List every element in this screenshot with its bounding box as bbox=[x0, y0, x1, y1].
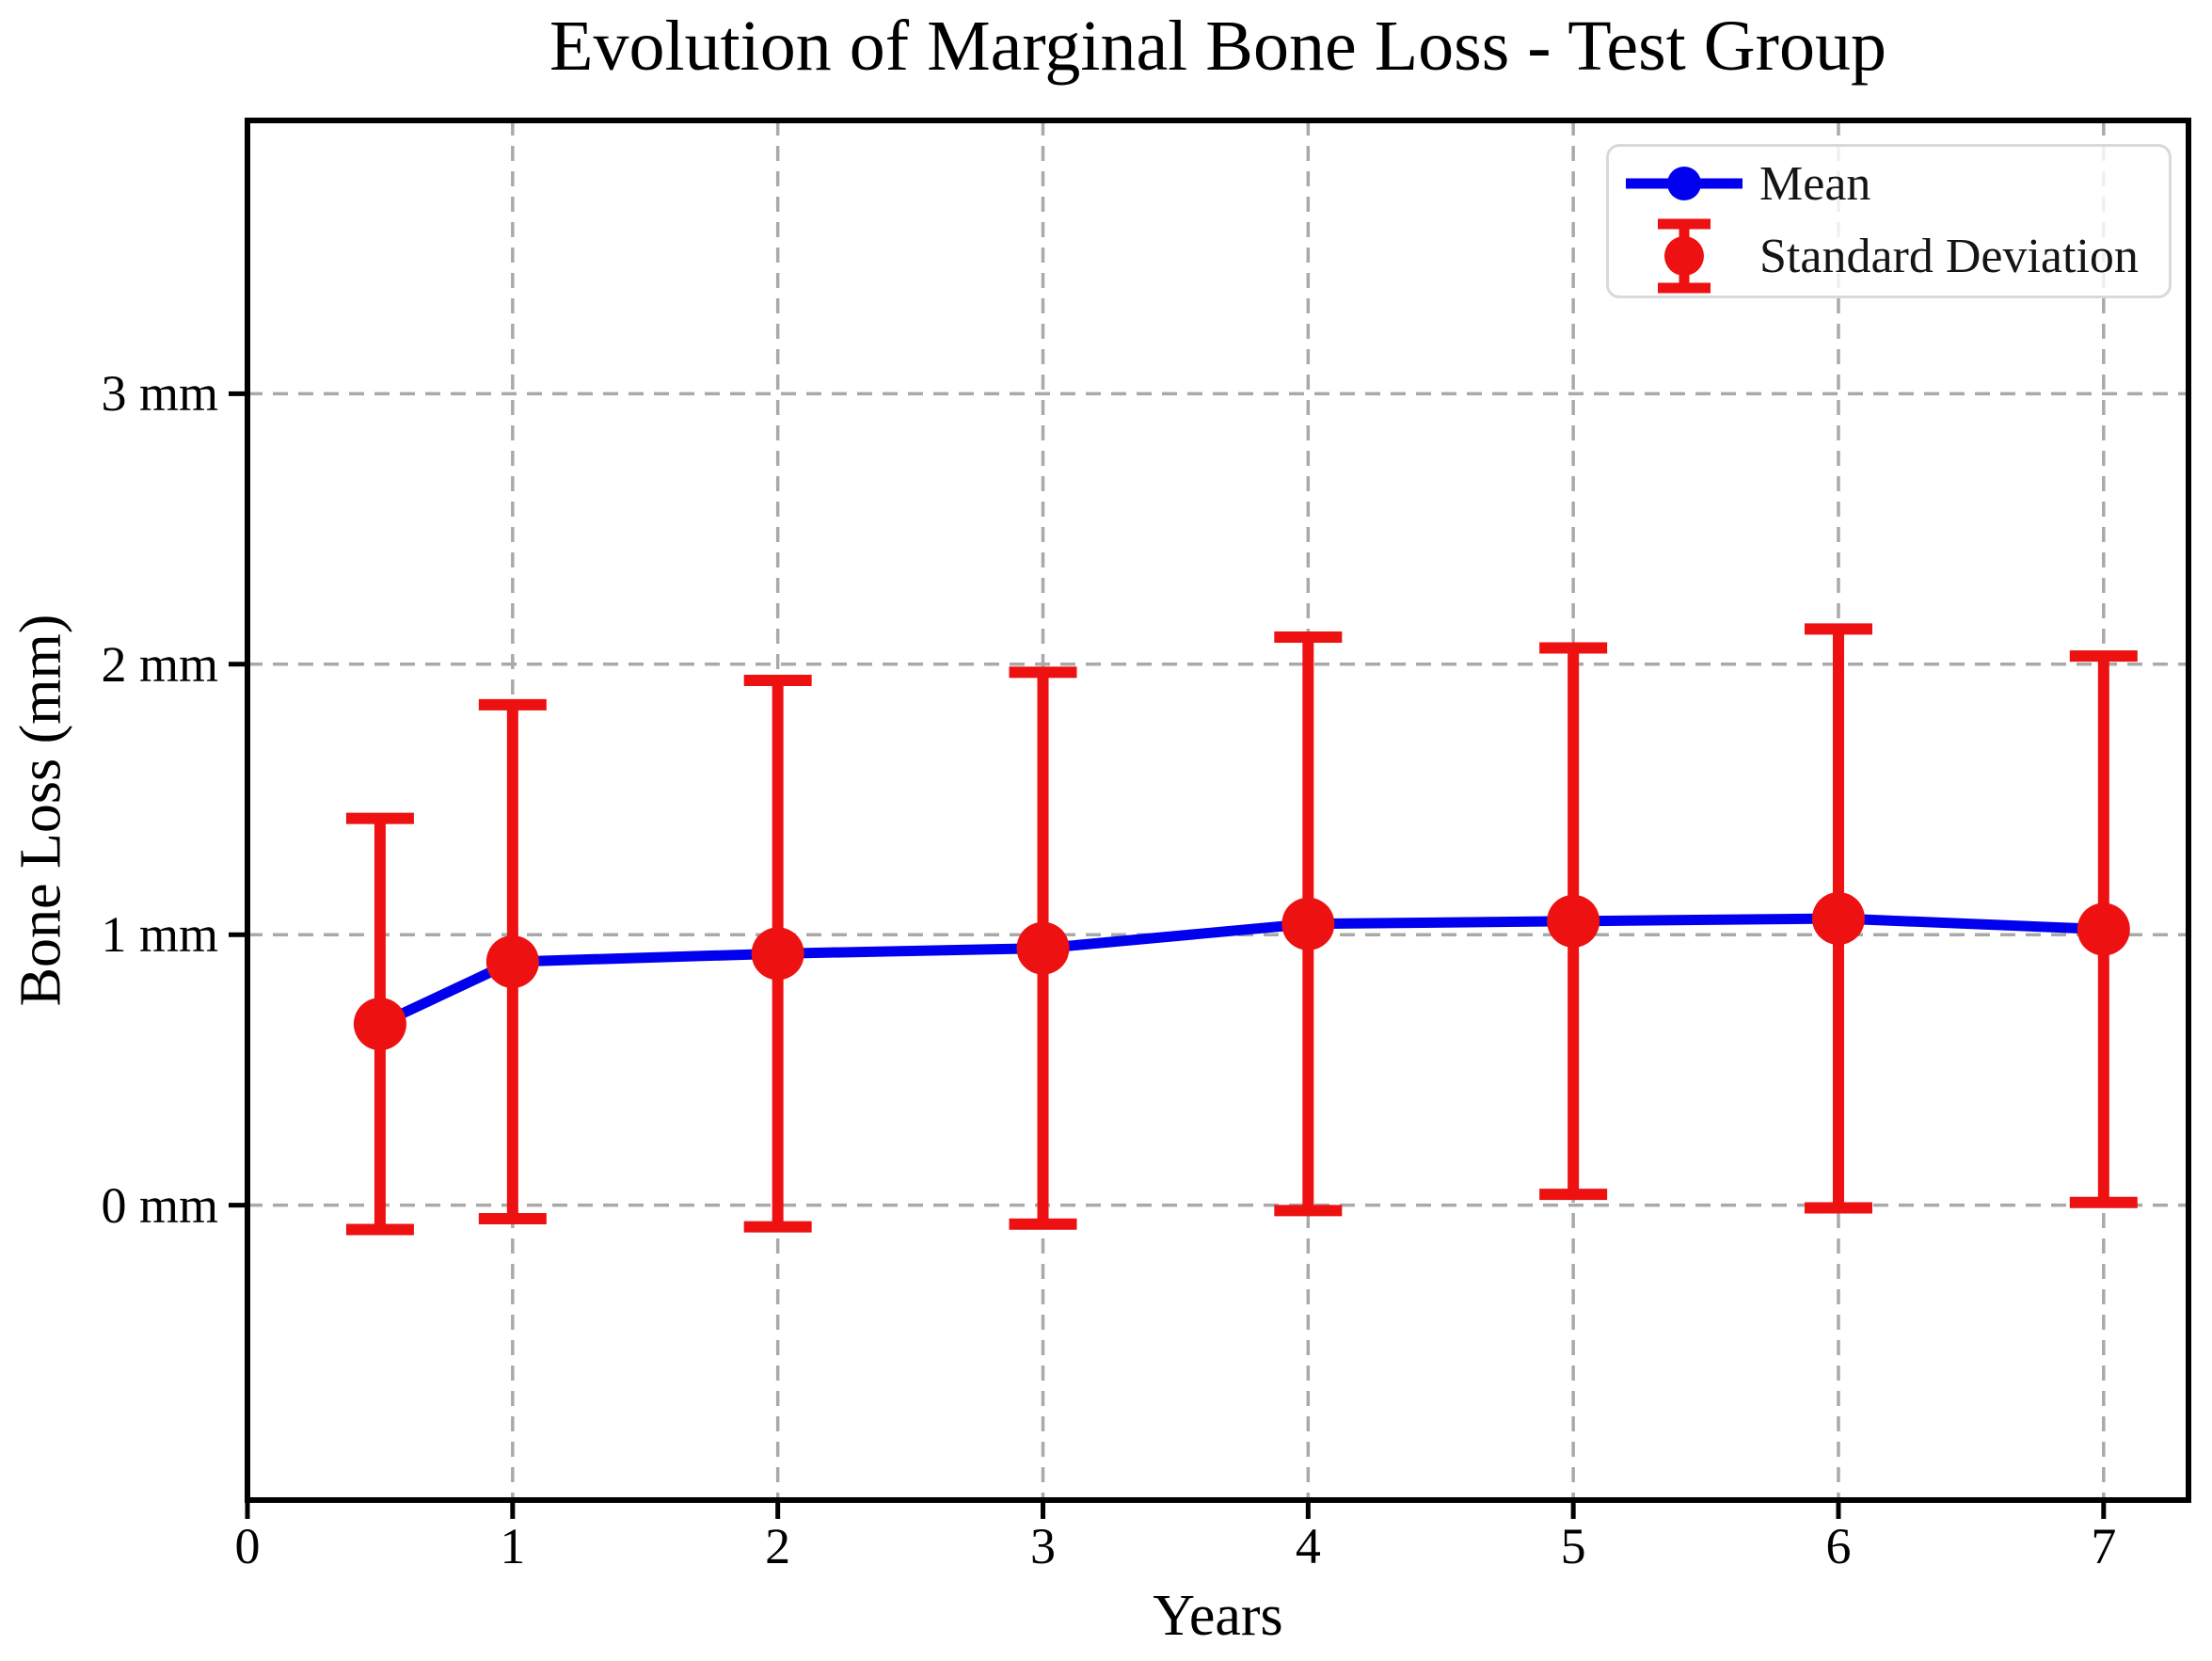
sd-marker bbox=[1281, 897, 1335, 950]
sd-marker bbox=[485, 934, 539, 988]
sd-marker bbox=[751, 927, 804, 981]
legend-label-sd: Standard Deviation bbox=[1759, 229, 2139, 283]
legend: Mean Standard Deviation bbox=[1606, 144, 2172, 298]
axes-box bbox=[245, 118, 2191, 1503]
sd-marker bbox=[2077, 902, 2130, 956]
legend-label-mean: Mean bbox=[1759, 156, 1871, 211]
errorbar-icon bbox=[1609, 216, 1759, 295]
x-tick-label: 1 bbox=[500, 1518, 526, 1574]
chart-title: Evolution of Marginal Bone Loss - Test G… bbox=[549, 7, 1886, 86]
y-tick-label: 0 mm bbox=[101, 1176, 218, 1234]
y-tick-label: 3 mm bbox=[101, 365, 218, 423]
sd-marker bbox=[1547, 894, 1600, 948]
x-tick-label: 0 bbox=[234, 1518, 261, 1574]
sd-marker bbox=[1811, 891, 1865, 945]
x-tick-label: 2 bbox=[765, 1518, 791, 1574]
y-axis-label: Bone Loss (mm) bbox=[8, 614, 73, 1007]
x-tick-label: 6 bbox=[1825, 1518, 1852, 1574]
mean-line bbox=[377, 913, 2105, 1030]
x-tick-label: 4 bbox=[1295, 1518, 1321, 1574]
x-tick-label: 7 bbox=[2091, 1518, 2117, 1574]
mean-line-icon bbox=[1609, 151, 1759, 216]
x-tick-label: 5 bbox=[1560, 1518, 1586, 1574]
x-tick-label: 3 bbox=[1029, 1518, 1056, 1574]
sd-marker bbox=[1016, 921, 1070, 975]
sd-marker bbox=[353, 998, 406, 1051]
y-tick-label: 1 mm bbox=[101, 906, 218, 964]
y-tick-label: 2 mm bbox=[101, 635, 218, 693]
legend-row-sd: Standard Deviation bbox=[1609, 216, 2169, 295]
legend-row-mean: Mean bbox=[1609, 151, 2169, 216]
x-axis-label: Years bbox=[1153, 1584, 1283, 1648]
